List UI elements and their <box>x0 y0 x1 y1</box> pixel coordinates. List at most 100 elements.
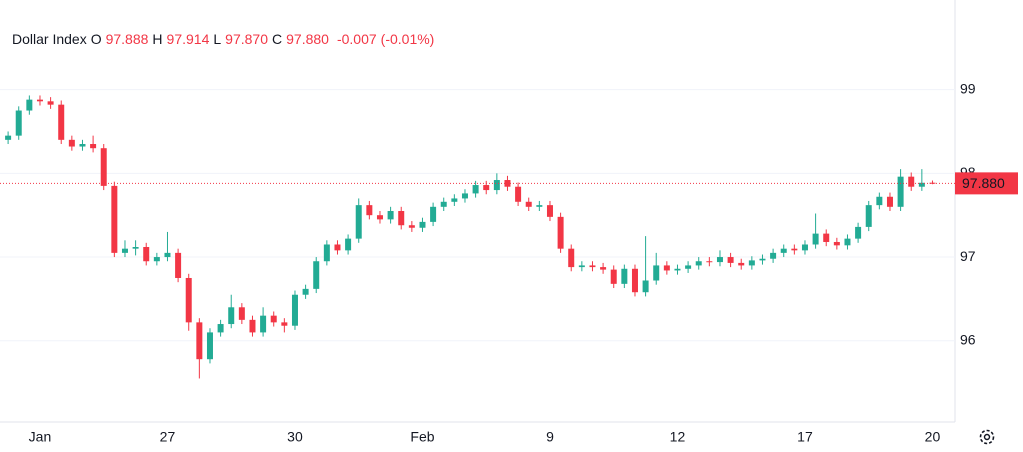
candle-body <box>291 294 298 326</box>
y-tick-label: 99 <box>960 80 976 96</box>
candle-body <box>355 205 362 239</box>
candle-body <box>281 322 288 326</box>
candle-body <box>430 206 437 222</box>
candle-body <box>801 244 808 251</box>
candle-body <box>228 307 235 325</box>
candle-body <box>387 211 394 220</box>
candle-body <box>47 101 54 105</box>
x-tick-label: 20 <box>925 429 941 445</box>
candle-body <box>345 238 352 251</box>
candle-body <box>79 144 86 147</box>
candle-body <box>929 182 936 184</box>
candle-body <box>780 248 787 253</box>
candle-body <box>408 225 415 228</box>
candle-body <box>610 269 617 284</box>
legend-value: 97.888 <box>106 31 149 47</box>
candle-body <box>270 315 277 323</box>
legend-value: 97.914 <box>167 31 210 47</box>
last-price-tag <box>955 172 1018 195</box>
candle-body <box>897 176 904 207</box>
candle-body <box>918 182 925 187</box>
candle-body <box>90 144 97 149</box>
candle-body <box>5 135 12 140</box>
candle-body <box>461 193 468 199</box>
candle-body <box>557 216 564 249</box>
candle-body <box>217 324 224 333</box>
candle-body <box>451 198 458 202</box>
candle-body <box>855 226 862 239</box>
x-tick-label: Feb <box>410 429 434 445</box>
candle-body <box>440 201 447 207</box>
candle-body <box>674 268 681 271</box>
candle-body <box>175 252 182 278</box>
candle-body <box>483 185 490 191</box>
candle-body <box>164 252 171 258</box>
candle-body <box>366 205 373 216</box>
x-tick-label: 27 <box>160 429 176 445</box>
candle-body <box>153 257 160 262</box>
candle-body <box>812 233 819 245</box>
legend-change: -0.007 <box>337 31 377 47</box>
candle-body <box>36 99 43 102</box>
candle-body <box>621 268 628 284</box>
last-price-label: 97.880 <box>962 175 1005 191</box>
candle-body <box>642 280 649 293</box>
candle-body <box>695 261 702 266</box>
candle-body <box>143 247 150 262</box>
candle-body <box>833 241 840 246</box>
candle-body <box>568 248 575 268</box>
candle-body <box>865 205 872 227</box>
x-tick-label: 12 <box>670 429 686 445</box>
candle-body <box>738 262 745 266</box>
candle-body <box>727 257 734 263</box>
y-tick-label: 97 <box>960 248 976 264</box>
candle-body <box>196 322 203 360</box>
grid <box>0 89 955 342</box>
x-tick-label: 30 <box>287 429 303 445</box>
candle-body <box>525 201 532 207</box>
candle-body <box>823 233 830 242</box>
candle-body <box>663 265 670 271</box>
legend-value: 97.880 <box>286 31 329 47</box>
gear-outer <box>979 429 995 445</box>
candle-body <box>589 265 596 268</box>
candle-body <box>100 148 107 186</box>
candle-body <box>600 267 607 270</box>
candle-body <box>398 211 405 226</box>
candle-body <box>302 288 309 295</box>
candle-body <box>791 248 798 251</box>
candle-body <box>323 244 330 262</box>
candle-body <box>313 261 320 289</box>
y-tick-label: 96 <box>960 331 976 347</box>
legend-change-pct: (-0.01%) <box>381 31 435 47</box>
candle-body <box>26 99 33 111</box>
candle-body <box>515 186 522 202</box>
candle-body <box>58 104 65 140</box>
legend: Dollar Index O 97.888 H 97.914 L 97.870 C 97.880… <box>12 31 434 47</box>
candle-body <box>249 319 256 333</box>
legend-key: L <box>213 31 221 47</box>
legend-value: 97.870 <box>225 31 268 47</box>
candle-body <box>260 315 267 333</box>
candle-body <box>578 265 585 268</box>
candle-body <box>759 258 766 261</box>
candle-body <box>546 205 553 217</box>
x-tick-label: Jan <box>29 429 52 445</box>
candle-body <box>121 248 128 253</box>
candle-body <box>376 215 383 220</box>
candle-body <box>844 238 851 246</box>
candle-body <box>886 196 893 207</box>
candles <box>5 95 936 379</box>
candle-body <box>908 176 915 187</box>
settings-icon[interactable] <box>979 429 995 445</box>
candle-body <box>419 221 426 228</box>
candle-body <box>185 277 192 323</box>
candle-body <box>876 196 883 206</box>
legend-key: O <box>91 31 102 47</box>
candle-body <box>68 139 75 147</box>
x-tick-label: 17 <box>797 429 813 445</box>
x-tick-label: 9 <box>546 429 554 445</box>
candle-body <box>706 261 713 263</box>
